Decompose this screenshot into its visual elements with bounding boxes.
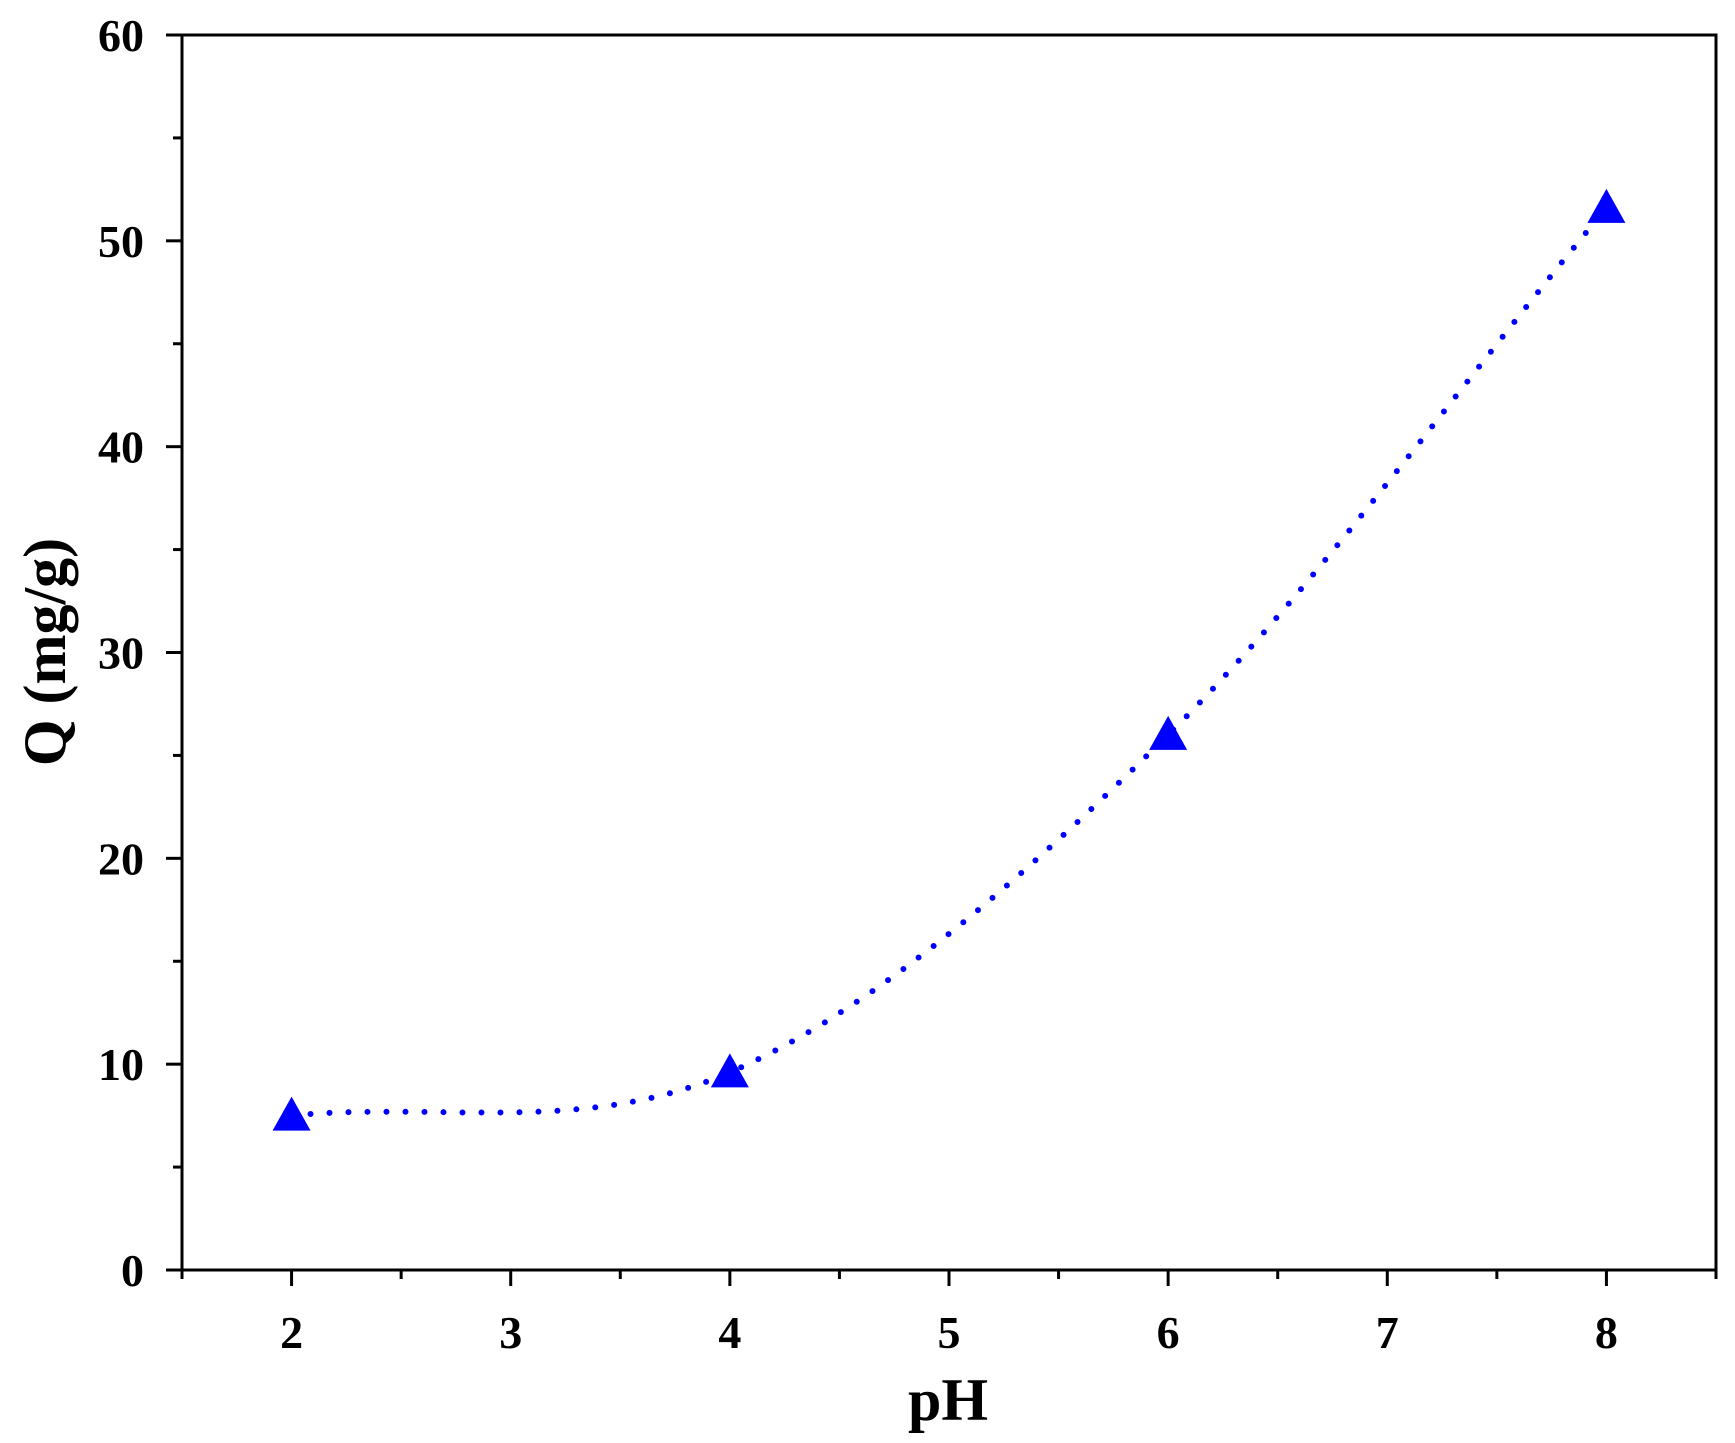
data-point-marker [1149, 715, 1188, 750]
x-tick-label: 4 [718, 1307, 741, 1358]
y-tick-label: 20 [98, 833, 144, 884]
x-axis-title: pH [908, 1367, 988, 1433]
y-tick-label: 50 [98, 216, 144, 267]
y-tick-label: 30 [98, 628, 144, 679]
y-tick-label: 0 [121, 1245, 144, 1296]
x-tick-label: 2 [280, 1307, 303, 1358]
y-axis-ticks: 0 10 20 30 40 50 60 [98, 10, 182, 1296]
y-axis-title: Q (mg/g) [12, 538, 78, 766]
plot-frame [180, 33, 1718, 1272]
data-markers [272, 188, 1626, 1131]
y-tick-label: 40 [98, 422, 144, 473]
x-tick-label: 6 [1157, 1307, 1180, 1358]
x-axis-ticks: 2 3 4 5 6 7 8 [180, 1270, 1718, 1358]
x-tick-label: 7 [1376, 1307, 1399, 1358]
x-tick-label: 5 [938, 1307, 961, 1358]
data-point-marker [710, 1053, 749, 1088]
y-tick-label: 10 [98, 1039, 144, 1090]
x-tick-label: 3 [499, 1307, 522, 1358]
trend-line [288, 204, 1610, 1119]
data-point-marker [1587, 188, 1626, 223]
data-point-marker [272, 1096, 311, 1131]
y-tick-label: 60 [98, 10, 144, 61]
x-tick-label: 8 [1595, 1307, 1618, 1358]
